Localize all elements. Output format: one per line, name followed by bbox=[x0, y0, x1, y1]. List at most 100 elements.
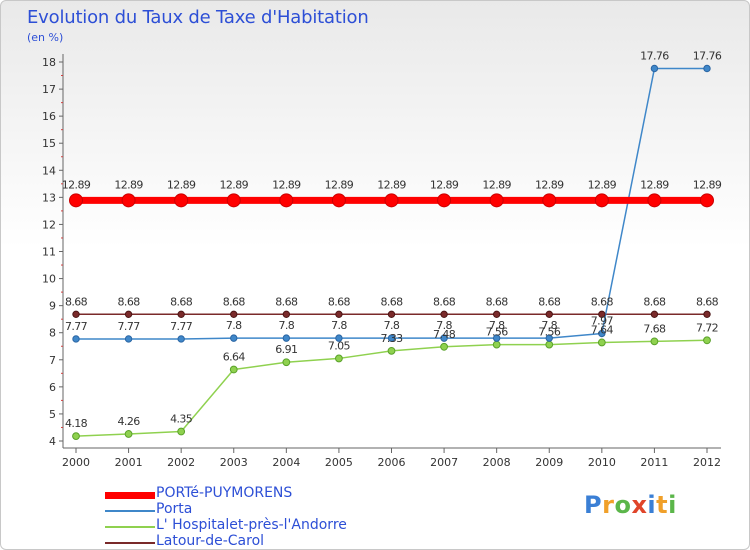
data-point-latour-de-carol bbox=[650, 310, 659, 319]
data-label-porte-puymorens: 12.89 bbox=[640, 178, 669, 191]
data-label-porta: 7.8 bbox=[278, 319, 294, 332]
data-point-latour-de-carol bbox=[545, 310, 553, 319]
y-tick-label: 4 bbox=[49, 435, 56, 448]
legend-label: L' Hospitalet-près-l'Andorre bbox=[156, 517, 347, 533]
logo-letter: t bbox=[656, 491, 669, 519]
data-point-porte-puymorens bbox=[489, 193, 504, 208]
data-point-porte-puymorens bbox=[121, 193, 136, 208]
data-label-porte-puymorens: 12.89 bbox=[535, 178, 564, 191]
data-label-porte-puymorens: 12.89 bbox=[272, 178, 301, 191]
data-point-latour-de-carol bbox=[335, 310, 343, 319]
data-point-porta bbox=[387, 334, 396, 342]
data-label-l-hospitalet-pres-l-andorre: 7.33 bbox=[380, 332, 403, 345]
data-point-porta bbox=[650, 64, 659, 73]
x-tick-label: 2001 bbox=[115, 456, 143, 469]
data-label-porte-puymorens: 12.89 bbox=[377, 178, 406, 191]
data-point-latour-de-carol bbox=[124, 310, 133, 319]
data-point-porte-puymorens bbox=[174, 193, 189, 208]
y-tick-label: 17 bbox=[42, 83, 56, 96]
data-point-porte-puymorens bbox=[331, 193, 346, 208]
data-label-l-hospitalet-pres-l-andorre: 4.35 bbox=[170, 413, 193, 426]
data-label-l-hospitalet-pres-l-andorre: 7.56 bbox=[486, 326, 509, 339]
data-label-porta: 7.8 bbox=[226, 319, 242, 332]
data-label-porta: 7.8 bbox=[436, 319, 452, 332]
data-point-porta bbox=[230, 334, 238, 342]
x-tick-label: 2011 bbox=[640, 456, 668, 469]
data-label-l-hospitalet-pres-l-andorre: 7.68 bbox=[643, 322, 666, 335]
data-point-l-hospitalet-pres-l-andorre bbox=[229, 365, 238, 374]
data-label-l-hospitalet-pres-l-andorre: 6.91 bbox=[275, 343, 297, 356]
chart-subtitle: (en %) bbox=[27, 31, 64, 44]
logo-letter: o bbox=[614, 491, 632, 519]
data-point-l-hospitalet-pres-l-andorre bbox=[545, 340, 554, 349]
y-tick-label: 13 bbox=[42, 191, 56, 204]
data-point-l-hospitalet-pres-l-andorre bbox=[335, 354, 343, 363]
logo-letter: i bbox=[668, 491, 677, 519]
chart-title: Evolution du Taux de Taxe d'Habitation bbox=[27, 7, 369, 28]
data-point-porte-puymorens bbox=[226, 193, 241, 208]
data-label-latour-de-carol: 8.68 bbox=[223, 295, 246, 308]
logo-letter: P bbox=[584, 491, 603, 519]
data-point-l-hospitalet-pres-l-andorre bbox=[650, 337, 659, 346]
data-label-porta: 7.8 bbox=[384, 319, 400, 332]
data-point-porte-puymorens bbox=[279, 193, 294, 208]
legend-label: Latour-de-Carol bbox=[156, 533, 265, 549]
data-point-latour-de-carol bbox=[72, 310, 80, 319]
legend-swatch bbox=[105, 510, 155, 512]
data-label-l-hospitalet-pres-l-andorre: 4.26 bbox=[118, 415, 141, 428]
data-point-latour-de-carol bbox=[703, 310, 711, 319]
data-label-l-hospitalet-pres-l-andorre: 7.64 bbox=[591, 323, 614, 336]
data-label-porte-puymorens: 12.89 bbox=[114, 178, 143, 191]
y-tick-label: 15 bbox=[42, 137, 56, 150]
legend-swatch bbox=[105, 491, 155, 499]
data-point-porta bbox=[598, 329, 606, 338]
x-tick-label: 2008 bbox=[483, 456, 511, 469]
data-label-porta: 7.77 bbox=[118, 320, 141, 333]
data-point-latour-de-carol bbox=[230, 310, 238, 319]
logo-letter: i bbox=[647, 491, 657, 519]
data-label-porte-puymorens: 12.89 bbox=[62, 178, 91, 191]
data-point-porta bbox=[492, 334, 501, 342]
legend-swatch bbox=[105, 542, 155, 544]
data-point-l-hospitalet-pres-l-andorre bbox=[597, 338, 606, 347]
data-point-porte-puymorens bbox=[69, 193, 83, 208]
logo-letter: x bbox=[631, 491, 648, 519]
data-label-porta: 7.77 bbox=[170, 320, 193, 333]
data-label-latour-de-carol: 8.68 bbox=[170, 295, 193, 308]
data-point-l-hospitalet-pres-l-andorre bbox=[440, 342, 448, 351]
x-tick-label: 2004 bbox=[272, 456, 300, 469]
data-label-porte-puymorens: 12.89 bbox=[588, 178, 617, 191]
data-point-l-hospitalet-pres-l-andorre bbox=[492, 340, 501, 349]
data-label-porte-puymorens: 12.89 bbox=[482, 178, 511, 191]
legend-swatch bbox=[105, 526, 155, 528]
data-label-latour-de-carol: 8.68 bbox=[65, 295, 88, 308]
data-label-porta: 7.8 bbox=[489, 319, 505, 332]
y-tick-label: 18 bbox=[42, 56, 56, 69]
data-label-latour-de-carol: 8.68 bbox=[486, 295, 509, 308]
data-point-porte-puymorens bbox=[542, 193, 557, 208]
legend-label: PORTé-PUYMORENS bbox=[156, 485, 293, 501]
data-label-latour-de-carol: 8.68 bbox=[591, 295, 614, 308]
data-point-porte-puymorens bbox=[594, 193, 609, 208]
data-label-l-hospitalet-pres-l-andorre: 6.64 bbox=[223, 351, 246, 364]
data-label-l-hospitalet-pres-l-andorre: 4.18 bbox=[65, 417, 88, 430]
data-label-porta: 17.76 bbox=[640, 49, 669, 62]
data-point-porte-puymorens bbox=[384, 193, 399, 208]
data-point-l-hospitalet-pres-l-andorre bbox=[703, 336, 711, 345]
data-point-l-hospitalet-pres-l-andorre bbox=[72, 432, 80, 441]
data-point-porte-puymorens bbox=[700, 193, 714, 208]
y-tick-label: 16 bbox=[42, 110, 56, 123]
x-tick-label: 2012 bbox=[693, 456, 721, 469]
proxiti-logo: Proxiti bbox=[584, 491, 677, 519]
data-label-porte-puymorens: 12.89 bbox=[693, 178, 722, 191]
data-point-latour-de-carol bbox=[598, 310, 606, 319]
y-tick-label: 7 bbox=[49, 354, 56, 367]
y-tick-label: 8 bbox=[49, 327, 56, 340]
data-point-porta bbox=[282, 334, 291, 342]
x-tick-label: 2005 bbox=[325, 456, 353, 469]
y-tick-label: 6 bbox=[49, 381, 56, 394]
data-label-latour-de-carol: 8.68 bbox=[538, 295, 561, 308]
y-tick-label: 12 bbox=[42, 218, 56, 231]
data-label-porte-puymorens: 12.89 bbox=[220, 178, 249, 191]
